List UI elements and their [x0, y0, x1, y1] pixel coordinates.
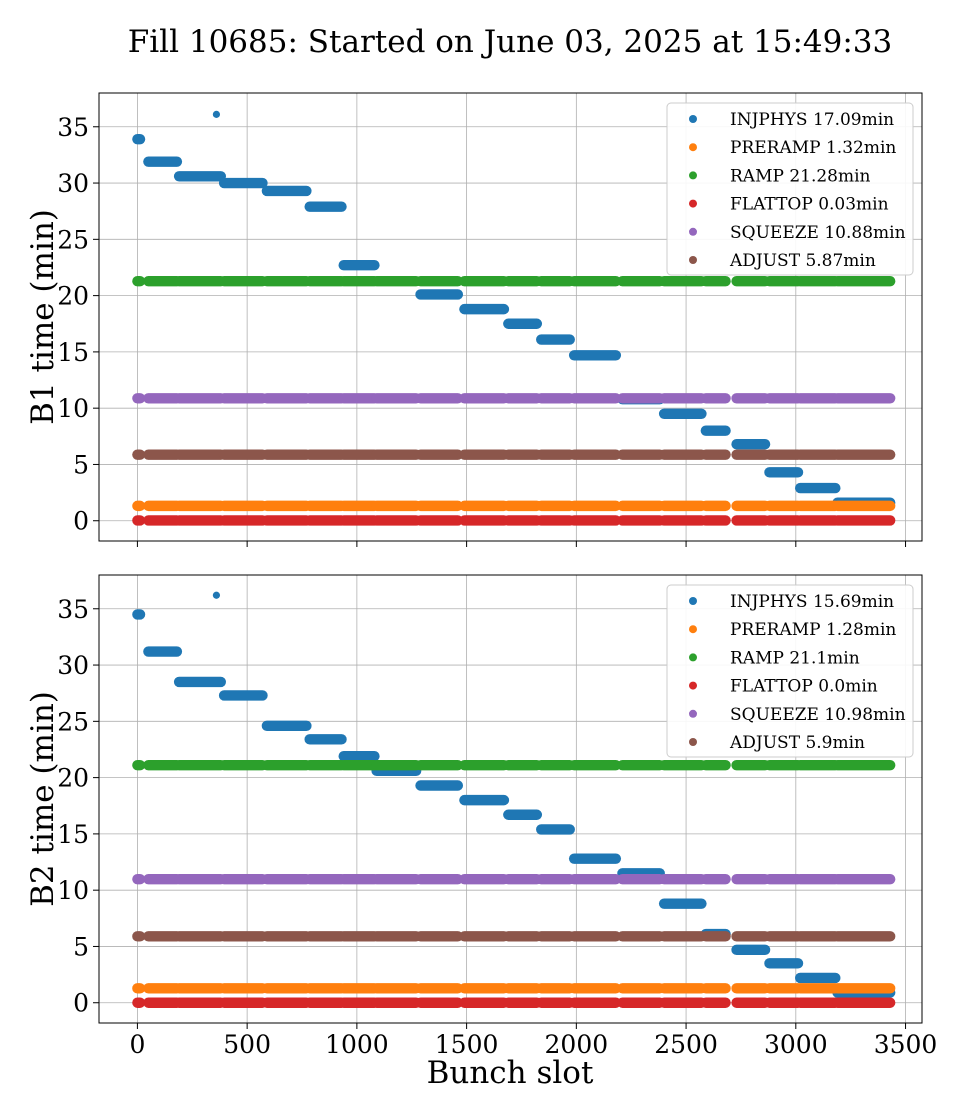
panel2-y-tick-label: 20 — [57, 764, 89, 793]
panel1-legend-marker — [689, 143, 697, 152]
panel1-legend-marker — [689, 256, 697, 264]
panel1-y-tick-label: 0 — [73, 507, 89, 536]
panel2-y-tick-label: 25 — [57, 707, 89, 736]
panel2-x-tick-label: 3000 — [764, 1030, 828, 1059]
panel2-x-tick-label: 1500 — [435, 1030, 499, 1059]
panel2-legend-marker — [689, 681, 697, 690]
panel1-legend — [666, 102, 914, 276]
panel2-legend-marker — [689, 625, 697, 634]
panel1-legend-marker — [689, 171, 697, 180]
panel2-legend-marker — [689, 597, 697, 605]
panel2-legend-label: INJPHYS 15.69min — [730, 592, 894, 612]
panel2-y-tick-label: 35 — [57, 595, 89, 624]
panel2-legend — [666, 584, 914, 758]
panel2-legend-marker — [689, 738, 697, 746]
panel1-legend-marker — [689, 227, 697, 236]
panel2-y-tick-label: 15 — [57, 820, 89, 849]
panel-b2: 0 5 10 15 20 25 30 35 0 500 1000 1500 2000 2500 3000 35… — [25, 574, 938, 1059]
panel1-y-tick-label: 30 — [57, 169, 89, 198]
panel2-x-tick-label: 0 — [129, 1030, 145, 1059]
panel2-x-tick-label: 3500 — [874, 1030, 938, 1059]
panel2-legend-label: FLATTOP 0.0min — [730, 677, 878, 697]
panel1-axes-frame — [98, 92, 923, 542]
panel2-axes-frame — [98, 574, 923, 1024]
panel2-injphys-point — [212, 591, 221, 599]
panel1-y-tick-label: 25 — [57, 225, 89, 254]
panel2-y-tick-label: 5 — [73, 932, 89, 961]
panel1-y-axis-label: B1 time (min) — [25, 209, 61, 425]
panel1-legend-marker — [689, 115, 697, 123]
panel1-y-tick-label: 35 — [57, 113, 89, 142]
panel2-y-tick-label: 0 — [73, 989, 89, 1018]
panel2-x-tick-label: 2000 — [545, 1030, 609, 1059]
panel2-y-tick-label: 10 — [57, 876, 89, 905]
panel2-legend-marker — [689, 653, 697, 662]
panel2-y-tick-label: 30 — [57, 651, 89, 680]
panel2-legend-label: RAMP 21.1min — [730, 648, 860, 668]
panel1-legend-label: RAMP 21.28min — [730, 166, 871, 186]
panel2-legend-marker — [689, 709, 697, 718]
panel1-legend-label: INJPHYS 17.09min — [730, 110, 894, 130]
panel1-legend-label: ADJUST 5.87min — [729, 251, 876, 271]
panel1-injphys-point — [212, 110, 221, 118]
panel1-legend-label: PRERAMP 1.32min — [730, 138, 896, 158]
panel1-y-tick-label: 20 — [57, 282, 89, 311]
panel2-x-tick-label: 2500 — [654, 1030, 718, 1059]
panel1-y-tick-label: 10 — [57, 394, 89, 423]
x-axis-label: Bunch slot — [427, 1055, 594, 1091]
panel1-legend-label: SQUEEZE 10.88min — [730, 223, 906, 243]
panel2-legend-label: ADJUST 5.9min — [729, 733, 865, 753]
panel1-y-tick-label: 15 — [57, 338, 89, 367]
panel2-x-tick-label: 500 — [223, 1030, 271, 1059]
panel-b1: 0 5 10 15 20 25 30 35 B1 time (min) INJPHYS 17.09… — [25, 92, 923, 547]
panel2-legend-label: SQUEEZE 10.98min — [730, 705, 906, 725]
panel1-legend-marker — [689, 199, 697, 208]
chart-title: Fill 10685: Started on June 03, 2025 at … — [128, 24, 892, 60]
panel2-legend-label: PRERAMP 1.28min — [730, 620, 896, 640]
panel2-x-tick-label: 1000 — [325, 1030, 389, 1059]
panel1-legend-label: FLATTOP 0.03min — [730, 195, 889, 215]
panel1-y-tick-label: 5 — [73, 450, 89, 479]
panel2-y-axis-label: B2 time (min) — [25, 691, 61, 907]
